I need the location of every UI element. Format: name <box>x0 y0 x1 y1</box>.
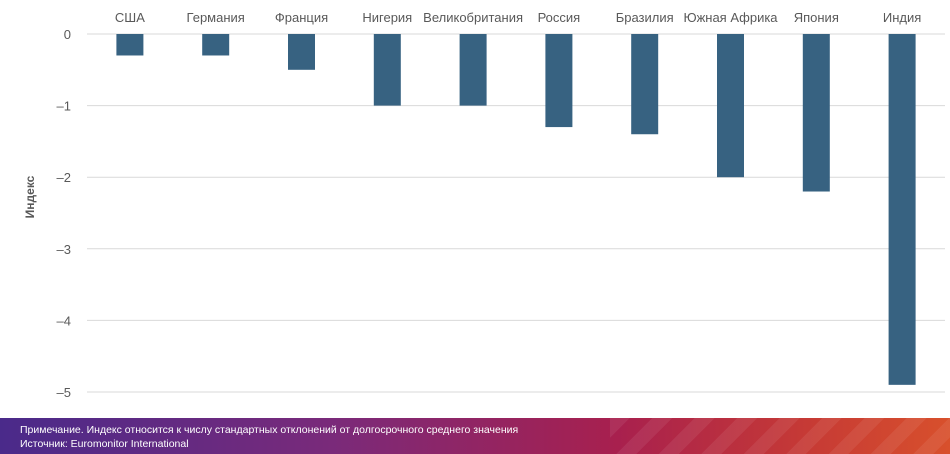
category-label: США <box>115 10 145 25</box>
bar <box>717 34 744 178</box>
category-label: Нигерия <box>362 10 412 25</box>
bar <box>373 34 401 106</box>
category-label: Япония <box>794 10 839 25</box>
bar-chart: 0 –1 –2 –3 –4 –5 Индекс США Германия Франция Нигер… <box>23 10 945 400</box>
y-tick-label: –3 <box>57 242 71 257</box>
category-label: Бразилия <box>616 10 674 25</box>
y-tick-label: –1 <box>57 99 71 114</box>
y-tick-label: 0 <box>64 27 71 42</box>
bar <box>802 34 830 192</box>
y-axis-title: Индекс <box>23 175 37 218</box>
bar <box>288 34 315 70</box>
category-label: Германия <box>187 10 245 25</box>
bar <box>459 34 487 106</box>
category-label: Индия <box>883 10 921 25</box>
bar <box>202 34 230 56</box>
category-label: Россия <box>538 10 581 25</box>
category-label: Южная Африка <box>683 10 778 25</box>
footer-decoration <box>610 418 950 454</box>
bar <box>545 34 573 128</box>
category-label: Великобритания <box>423 10 523 25</box>
y-tick-label: –4 <box>57 313 71 328</box>
y-tick-label: –2 <box>57 170 71 185</box>
bar <box>116 34 144 56</box>
chart-footer: Примечание. Индекс относится к числу ста… <box>0 418 950 454</box>
bar <box>631 34 659 135</box>
y-tick-label: –5 <box>57 385 71 400</box>
footer-note: Примечание. Индекс относится к числу ста… <box>20 424 519 436</box>
category-label: Франция <box>275 10 328 25</box>
bar <box>888 34 916 385</box>
footer-source: Источник: Euromonitor International <box>20 438 189 450</box>
